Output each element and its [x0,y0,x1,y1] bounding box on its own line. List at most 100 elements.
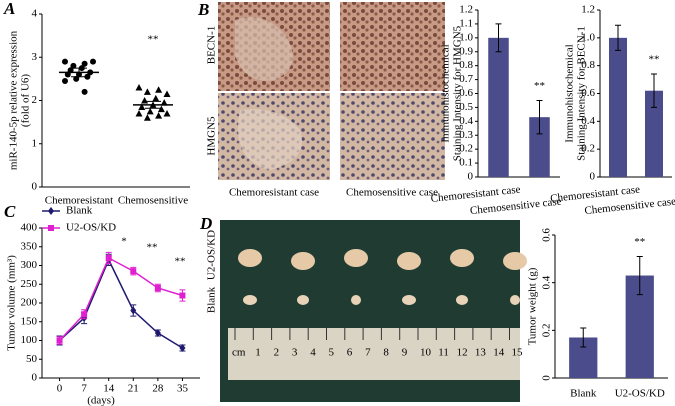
y-tick-label: 0 [32,181,38,193]
tumor [243,295,257,305]
annotation: ** [649,54,660,66]
x-tick-label: Chemoresistant [45,195,113,207]
data-point [179,292,186,299]
data-point [81,60,88,67]
error-bar [536,99,543,135]
data-point [154,329,161,337]
y-tick-label: 0.7 [459,73,473,85]
data-point [56,337,63,344]
annotation: ** [634,236,645,248]
ruler [228,328,520,380]
x-tick-label: U2-OS/KD [615,388,665,400]
y-tick-label: 0.2 [459,143,473,155]
error-bar [495,23,502,53]
legend-marker [48,225,54,231]
panel-label: B [197,0,209,19]
y-tick-label: 1 [32,137,38,149]
y-tick-label: 0.4 [541,275,553,289]
micrograph [340,93,445,180]
y-tick-label: 400 [21,222,38,234]
x-tick-label: 0 [57,383,63,395]
legend-marker [48,207,54,215]
y-tick-label: 200 [21,297,38,309]
legend-label: U2-OS/KD [66,222,116,234]
annotation: ** [147,242,158,254]
y-tick-label: 1.1 [459,17,473,29]
y-tick-label: 300 [21,259,38,271]
tumor [510,295,520,305]
bar [609,37,627,178]
bar [645,90,663,177]
ruler-label: 3 [292,347,298,359]
data-point [143,88,151,95]
ruler-label: 10 [420,347,432,359]
y-tick-label: 0 [590,171,596,183]
x-tick-label: 21 [128,383,139,395]
ruler-label: 1 [255,347,260,359]
data-point [70,62,77,69]
data-point [62,58,68,65]
error-bar [636,255,643,296]
data-point [163,90,171,98]
panel-d-photo: cm 1 2 3 4 5 6 7 8 9 10 11 12 13 14 15 [220,220,527,402]
x-tick-label: 14 [103,383,115,395]
data-point [81,88,88,95]
column-label: Chemosensitive case [346,187,438,199]
tissue-region [238,109,302,170]
ruler-label: 13 [475,347,487,359]
panel-label: A [3,0,15,18]
chart: A 0 1 2 3 4 miR-140-5p relative expression (fol… [3,0,190,207]
chart: 0 0.2 0.4 0.6 Tumor weight (g) Blank U2-OS/KD *… [527,228,668,400]
error-bar [145,100,161,109]
y-axis-label: Staining Intensity for BECN-1 [576,26,588,161]
y-tick-label: 3 [32,51,38,63]
x-tick-label: Chemosensitive [118,195,188,207]
x-tick-label: Blank [570,388,597,400]
bar [488,37,509,178]
y-tick-label: 0.6 [541,228,553,242]
y-axis-label: Immunohistochemical [440,44,452,142]
y-tick-label: 50 [26,353,38,365]
tissue-region [235,17,293,81]
chart: 0 0.1 0.2 0.3 0.4 0.5 0.6 0.7 0.8 0.9 1.0 1.11.2 Imm… [430,4,562,218]
data-point [179,344,186,352]
tumor [503,252,527,270]
tumor [291,252,315,270]
y-axis-label: (fold of U6) [20,74,32,127]
y-tick-label: 0.2 [581,143,595,155]
ruler-label: 4 [310,347,316,359]
bar [529,117,550,177]
data-point [146,107,154,115]
y-tick-label: 1.2 [459,4,473,16]
y-axis-label: Immunohistochemical [564,44,576,142]
y-tick-label: 100 [21,334,38,346]
group-label: Blank [206,286,218,313]
data-point [157,105,165,113]
data-point [73,75,80,82]
column-label: Chemoresistant case [229,187,319,199]
y-axis-label: Tumor volume (mm³) [6,255,18,351]
y-tick-label: 0.4 [459,115,473,127]
data-point [62,78,68,85]
series-line [59,256,183,342]
y-axis-label: miR-140-5p relative expression [8,30,20,170]
annotation: ** [534,80,545,92]
micrograph [340,2,445,91]
panel-label: D [199,214,212,233]
tumor [238,249,262,267]
x-tick-label: 28 [152,383,164,395]
data-point [81,311,88,318]
y-tick-label: 0.8 [459,59,473,71]
data-point [130,268,137,275]
panel-b-images [218,2,445,180]
chart: 0 0.2 0.4 0.6 0.8 1.0 1.2 Immunohistochemical St… [550,4,675,218]
data-point [84,73,91,80]
y-tick-label: 250 [21,278,38,290]
data-point [141,97,149,104]
y-tick-label: 2 [32,94,38,106]
y-tick-label: 0.3 [459,129,473,141]
data-point [155,112,163,119]
data-point [143,114,151,121]
row-label: HMGN5 [206,116,218,156]
